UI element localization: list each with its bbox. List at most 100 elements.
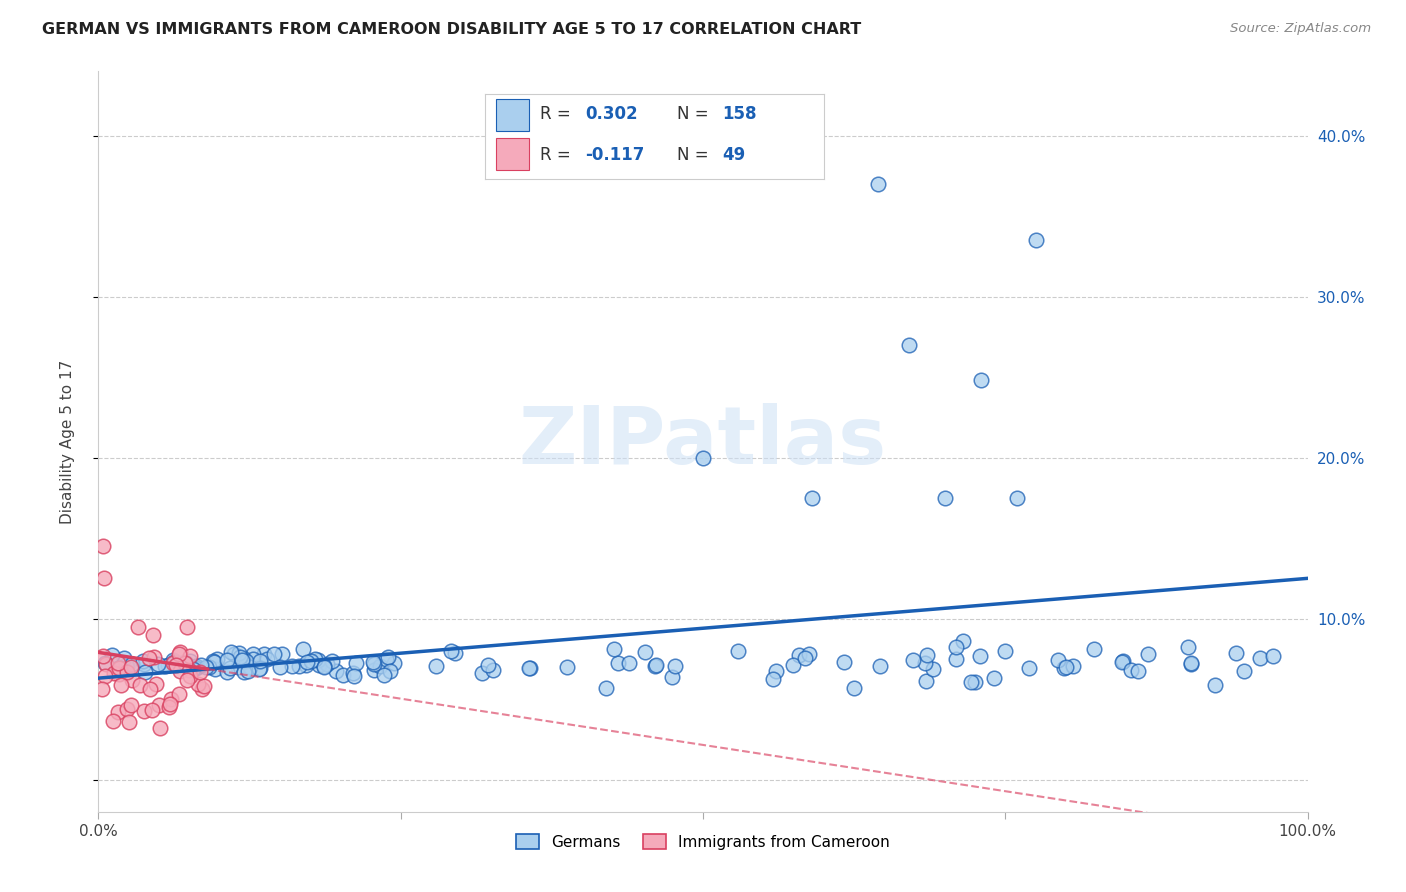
Point [177,664,200,678]
Point [103,666,125,681]
Point [294,657,316,672]
Point [425,659,447,673]
Point [219,645,242,659]
Point [321,653,343,667]
Point [332,668,354,682]
Point [471,666,494,681]
Y-axis label: Disability Age 5 to 17: Disability Age 5 to 17 [60,359,75,524]
Point [325,665,347,679]
Point [128,678,150,692]
Point [945,651,967,665]
Point [288,658,311,673]
Point [727,643,749,657]
Point [132,657,155,672]
Point [922,662,945,676]
Point [232,651,254,665]
Point [239,659,262,673]
Point [607,657,630,671]
Point [1263,648,1285,663]
Point [132,704,155,718]
Point [242,652,264,666]
Point [162,656,184,670]
Point [193,679,215,693]
Point [184,659,207,673]
Point [269,660,291,674]
Point [148,721,170,735]
Point [314,660,336,674]
Point [108,660,131,674]
Point [645,658,668,673]
Point [231,653,253,667]
Point [179,669,201,683]
Point [868,177,890,191]
Point [107,656,129,670]
Point [308,658,330,673]
Point [191,682,214,697]
Point [307,653,329,667]
Point [242,647,264,661]
Point [94,669,117,683]
Point [238,664,260,678]
Point [145,677,167,691]
Point [312,659,335,673]
Point [1024,233,1046,247]
Point [179,649,201,664]
Point [595,681,617,696]
Point [207,652,229,666]
Point [247,662,270,676]
Point [1054,659,1077,673]
Point [842,681,865,695]
Point [138,651,160,665]
Point [186,660,208,674]
Point [482,663,505,677]
Point [477,658,499,673]
Point [869,659,891,673]
Point [115,701,138,715]
Point [644,658,666,673]
Point [969,648,991,663]
Point [120,660,142,674]
Point [782,658,804,673]
Point [934,491,956,505]
Point [692,450,714,465]
Point [217,652,239,666]
Point [915,648,938,662]
Point [173,655,195,669]
Point [945,640,967,655]
Point [224,647,246,661]
Point [176,673,198,688]
Point [363,663,385,677]
Point [132,654,155,668]
Point [994,644,1017,658]
Point [215,665,238,679]
Point [142,627,165,641]
Point [143,650,166,665]
Point [291,642,314,657]
Point [160,692,183,706]
Point [91,648,114,663]
Point [440,644,463,658]
Point [112,651,135,665]
Point [174,656,197,670]
Point [1137,647,1160,661]
Point [169,664,191,678]
Point [183,662,205,676]
Point [157,700,180,714]
Point [134,665,156,679]
Point [633,644,655,658]
Point [897,338,920,352]
Point [121,673,143,688]
Point [1112,654,1135,668]
Point [108,661,131,675]
Point [361,656,384,670]
Point [187,677,209,691]
Point [281,659,304,673]
Point [256,652,278,666]
Point [1053,661,1076,675]
Point [253,648,276,662]
Point [787,648,810,663]
Point [218,661,240,675]
Point [93,571,115,585]
Point [141,703,163,717]
Point [661,670,683,684]
